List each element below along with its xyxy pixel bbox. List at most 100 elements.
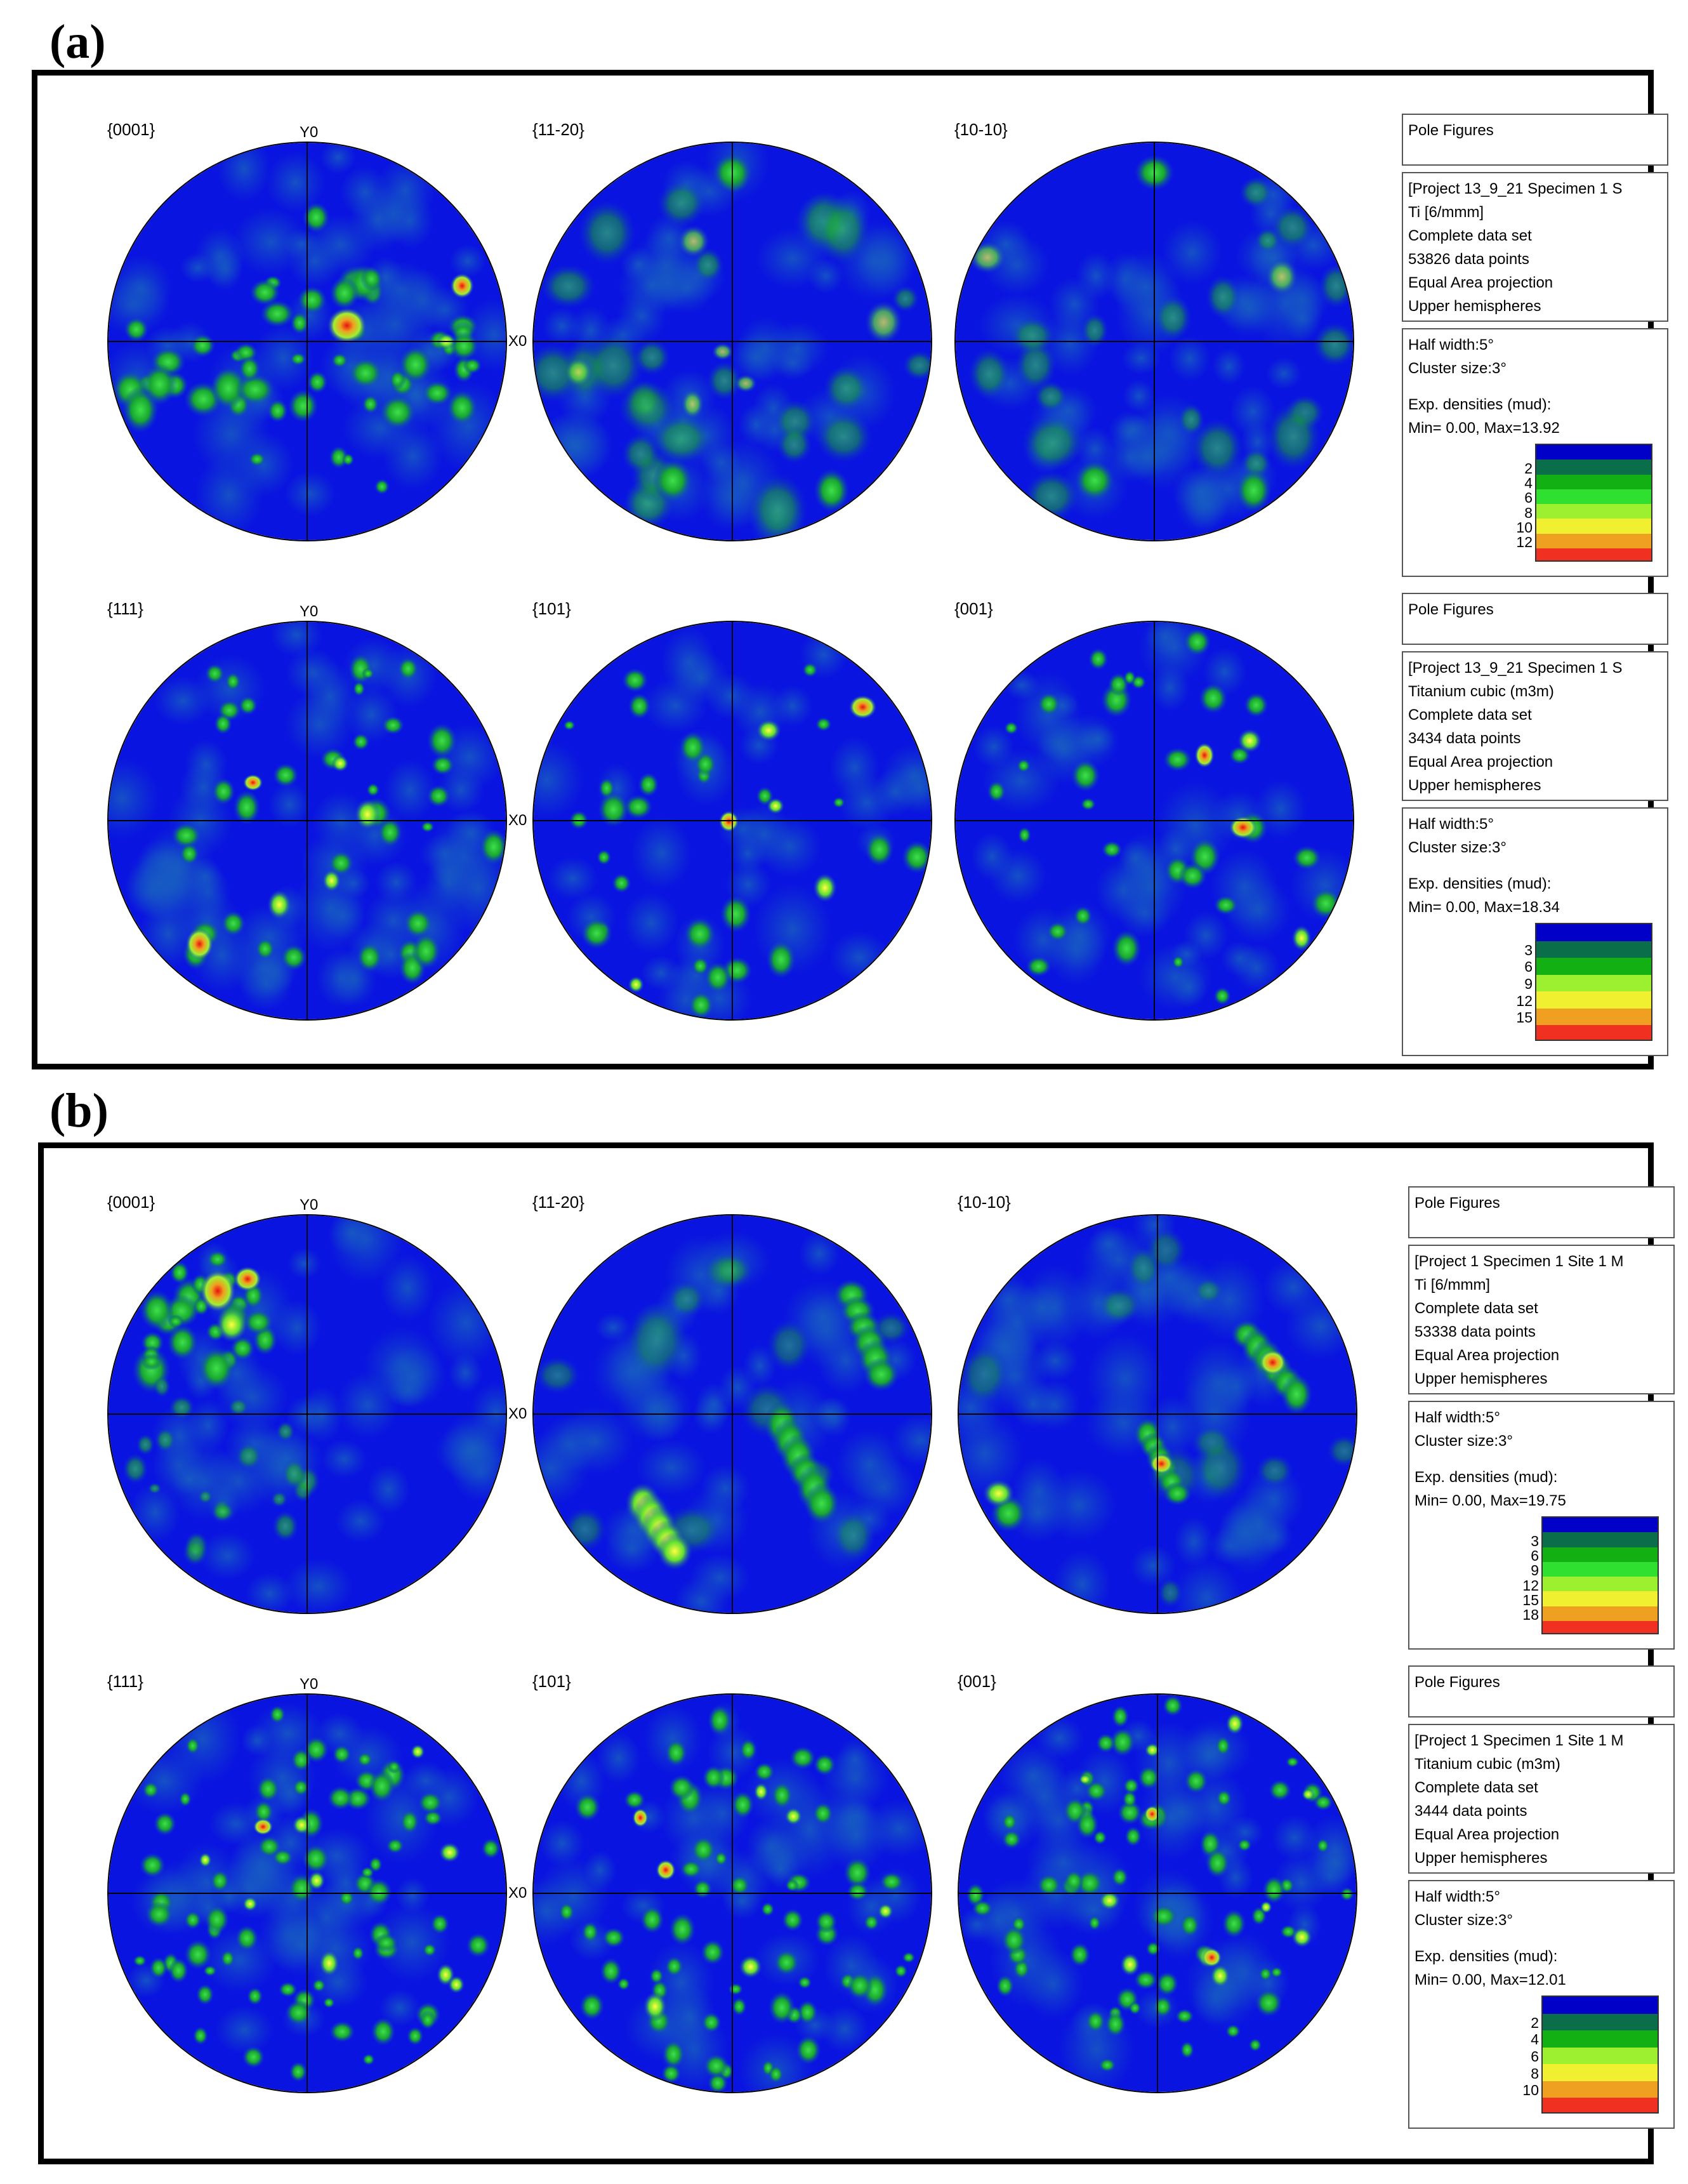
density-line: Exp. densities (mud): — [1408, 396, 1552, 413]
pole-figure-circle — [107, 1693, 507, 2093]
project-line: Upper hemispheres — [1408, 777, 1541, 794]
pole-figure-label: {101} — [532, 1672, 571, 1691]
pole-figure-density — [109, 1215, 506, 1613]
color-scale — [1541, 1516, 1659, 1634]
project-line: [Project 13_9_21 Specimen 1 S — [1408, 180, 1623, 197]
pole-figure-label: {11-20} — [532, 1193, 584, 1212]
pole-figure-circle — [107, 621, 507, 1021]
density-line: Exp. densities (mud): — [1414, 1469, 1558, 1486]
color-scale-tick-label: 6 — [1531, 2048, 1539, 2065]
pole-figure: {0001} Y0 X0 — [107, 1193, 527, 1631]
pole-figure-circle — [532, 1214, 932, 1614]
project-line: Titanium cubic (m3m) — [1414, 1756, 1560, 1773]
x-axis-label: X0 — [508, 333, 527, 350]
pole-figure: {001} — [954, 599, 1354, 1037]
project-line: Ti [6/mmm] — [1408, 204, 1484, 221]
color-scale-band — [1543, 1620, 1658, 1633]
info-column: Pole Figures [Project 13_9_21 Specimen 1 … — [1402, 593, 1668, 1056]
color-scale-band — [1536, 489, 1651, 505]
color-scale-band — [1536, 941, 1651, 960]
pole-figure: {101} — [532, 1672, 932, 2110]
color-scale-tick-label: 6 — [1531, 1547, 1539, 1565]
project-line: Complete data set — [1408, 706, 1532, 724]
pole-figure-density — [534, 1695, 931, 2092]
project-line: Upper hemispheres — [1408, 298, 1541, 315]
pole-figure-label: {111} — [107, 1672, 143, 1691]
pole-figure-label: {0001} — [107, 1193, 155, 1212]
project-line: [Project 1 Specimen 1 Site 1 M — [1414, 1253, 1624, 1270]
info-column: Pole Figures [Project 1 Specimen 1 Site 1… — [1408, 1665, 1675, 2129]
density-line: Min= 0.00, Max=19.75 — [1414, 1492, 1566, 1509]
project-line: Ti [6/mmm] — [1414, 1276, 1491, 1294]
color-scale-tick-label: 4 — [1531, 2031, 1539, 2048]
pole-figure-circle — [958, 1214, 1357, 1614]
panel-frame: {0001} Y0 X0 {11-20} {10-10} Pole Figures [Pro… — [38, 1142, 1675, 2164]
color-scale-band — [1543, 2030, 1658, 2049]
color-scale-tick-label: 10 — [1516, 519, 1533, 536]
pole-figure-circle — [954, 621, 1354, 1021]
project-line: Complete data set — [1414, 1779, 1538, 1796]
density-line: Half width:5° — [1408, 816, 1494, 833]
pole-figure-label: {001} — [954, 599, 993, 618]
density-line: Cluster size:3° — [1408, 839, 1507, 856]
panel-label: (a) — [49, 15, 106, 69]
color-scale-band — [1543, 1518, 1658, 1534]
project-line: Upper hemispheres — [1414, 1850, 1548, 1867]
pole-figure: {11-20} — [532, 120, 932, 558]
project-box: [Project 1 Specimen 1 Site 1 M Titanium c… — [1408, 1724, 1675, 1874]
panel-frame: {0001} Y0 X0 {11-20} {10-10} Pole Figures [Pro… — [32, 70, 1668, 1069]
pole-figure-label: {0001} — [107, 120, 155, 139]
project-line: 53338 data points — [1414, 1323, 1536, 1340]
x-axis-label: X0 — [508, 812, 527, 829]
pole-figure: {0001} Y0 X0 — [107, 120, 527, 558]
panel-label: (b) — [49, 1084, 109, 1137]
color-scale-band — [1543, 2064, 1658, 2082]
color-scale-tick-label: 10 — [1522, 2082, 1539, 2099]
project-line: Equal Area projection — [1414, 1826, 1560, 1843]
title-text: Pole Figures — [1408, 601, 1494, 618]
pole-figure: {001} — [958, 1672, 1357, 2110]
color-scale-tick-label: 8 — [1524, 504, 1533, 521]
pole-figure-density — [534, 1215, 931, 1613]
color-scale-band — [1543, 1547, 1658, 1563]
density-line: Exp. densities (mud): — [1408, 875, 1552, 892]
pole-figure: {11-20} — [532, 1193, 932, 1631]
color-scale-band — [1543, 1997, 1658, 2015]
project-line: 3434 data points — [1408, 730, 1521, 747]
color-scale-tick-label: 3 — [1531, 1532, 1539, 1549]
pole-figure-circle — [107, 1214, 507, 1614]
density-line: Min= 0.00, Max=12.01 — [1414, 1971, 1566, 1989]
title-box: Pole Figures — [1402, 593, 1668, 645]
color-scale-tick-label: 12 — [1516, 992, 1533, 1009]
pole-figure: {10-10} — [954, 120, 1354, 558]
project-box: [Project 13_9_21 Specimen 1 S Ti [6/mmm] C… — [1402, 172, 1668, 322]
pole-figure-circle — [532, 621, 932, 1021]
color-scale-tick-label: 9 — [1524, 976, 1533, 993]
color-scale-band — [1543, 1591, 1658, 1608]
title-box: Pole Figures — [1408, 1665, 1675, 1717]
x-axis-label: X0 — [508, 1884, 527, 1902]
color-scale-tick-label: 18 — [1522, 1606, 1539, 1624]
density-line: Half width:5° — [1414, 1409, 1500, 1426]
color-scale-band — [1543, 1561, 1658, 1578]
pole-figure-label: {111} — [107, 599, 143, 618]
color-scale-tick-label: 4 — [1524, 475, 1533, 492]
color-scale-band — [1536, 504, 1651, 520]
y-axis-label: Y0 — [300, 603, 319, 620]
color-scale-band — [1543, 1606, 1658, 1622]
y-axis-label: Y0 — [300, 1676, 319, 1693]
project-line: Equal Area projection — [1414, 1347, 1560, 1364]
density-line: Cluster size:3° — [1414, 1433, 1513, 1450]
pole-figure-circle — [532, 142, 932, 541]
project-line: Complete data set — [1408, 227, 1532, 244]
color-scale-band — [1536, 1025, 1651, 1040]
project-box: [Project 1 Specimen 1 Site 1 M Ti [6/mmm]… — [1408, 1245, 1675, 1394]
title-text: Pole Figures — [1414, 1195, 1500, 1212]
pole-figure-label: {11-20} — [532, 120, 584, 139]
color-scale-tick-label: 12 — [1516, 534, 1533, 551]
project-line: Complete data set — [1414, 1300, 1538, 1317]
project-line: [Project 1 Specimen 1 Site 1 M — [1414, 1732, 1624, 1749]
y-axis-label: Y0 — [300, 124, 319, 141]
pole-figure-circle — [954, 142, 1354, 541]
pole-figure: {111} Y0 X0 — [107, 1672, 527, 2110]
